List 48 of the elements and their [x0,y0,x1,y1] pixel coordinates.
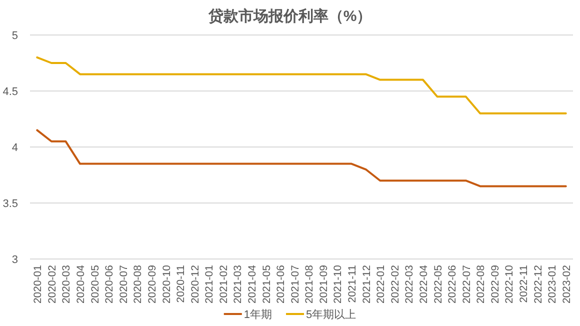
x-tick-label: 2020-08 [132,264,144,304]
x-tick-label: 2021-03 [232,264,244,304]
y-tick-label: 3.5 [2,198,18,210]
legend-label: 1年期 [244,309,272,321]
x-tick-label: 2022-07 [460,264,473,304]
x-tick-label: 2021-08 [304,264,316,304]
x-tick-label: 2022-10 [504,264,516,304]
x-tick-label: 2021-05 [260,264,273,304]
x-tick-label: 2021-09 [318,264,330,304]
x-tick-label: 2022-05 [432,264,444,304]
x-tick-label: 2022-12 [532,264,544,304]
x-tick-label: 2023-01 [546,264,559,304]
x-tick-label: 2022-11 [518,264,530,303]
x-tick-label: 2020-11 [175,264,188,303]
x-tick-label: 2021-06 [275,264,288,304]
y-tick-label: 4 [12,142,18,154]
x-tick-label: 2020-03 [60,264,73,304]
x-tick-label: 2021-04 [246,264,258,304]
y-tick-label: 4.5 [2,86,18,98]
y-tick-label: 5 [12,30,18,42]
x-tick-label: 2021-02 [218,264,230,304]
x-tick-label: 2020-12 [189,264,202,304]
x-tick-label: 2022-04 [418,264,430,304]
x-tick-label: 2020-06 [104,264,116,304]
x-tick-label: 2020-05 [89,264,102,304]
line-series [36,56,567,114]
x-tick-label: 2020-02 [46,264,58,304]
x-tick-label: 2022-03 [404,264,416,304]
x-tick-label: 2021-12 [360,264,373,304]
x-tick-label: 2022-08 [475,264,488,304]
chart-title: 贷款市场报价利率（%） [207,7,372,25]
x-tick-label: 2020-10 [160,264,173,304]
x-tick-label: 2021-07 [289,264,302,304]
x-tick-label: 2020-09 [146,264,158,304]
x-tick-label: 2020-01 [32,264,44,304]
x-tick-label: 2020-07 [118,264,130,304]
x-tick-label: 2022-06 [446,264,459,304]
x-tick-label: 2022-01 [375,264,388,304]
x-tick-label: 2022-02 [389,264,402,304]
legend-label: 5年期以上 [306,308,356,321]
y-tick-label: 3 [12,254,18,266]
x-tick-label: 2023-02 [560,264,573,304]
x-tick-label: 2022-09 [489,264,502,304]
x-tick-label: 2021-10 [332,264,344,304]
x-tick-label: 2021-01 [204,264,216,304]
x-tick-label: 2020-04 [75,264,88,304]
x-tick-label: 2021-11 [346,264,359,303]
line-series [36,129,567,188]
